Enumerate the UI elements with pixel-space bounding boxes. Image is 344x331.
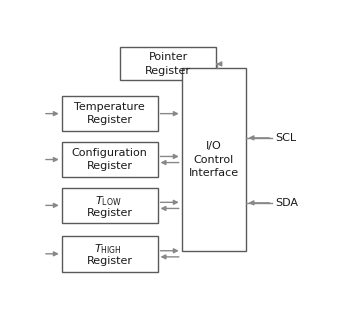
Bar <box>62 188 158 223</box>
Bar <box>120 47 216 80</box>
Bar <box>62 142 158 177</box>
Text: Pointer
Register: Pointer Register <box>145 52 191 75</box>
Text: Register: Register <box>87 208 133 217</box>
Text: I/O
Control
Interface: I/O Control Interface <box>189 141 239 178</box>
Text: SCL: SCL <box>275 133 296 143</box>
Bar <box>182 68 246 251</box>
Text: $T_{\mathregular{HIGH}}$: $T_{\mathregular{HIGH}}$ <box>94 243 122 257</box>
Bar <box>62 236 158 272</box>
Bar <box>62 96 158 131</box>
Text: SDA: SDA <box>275 198 298 208</box>
Text: Configuration
Register: Configuration Register <box>72 148 148 171</box>
Text: Register: Register <box>87 256 133 266</box>
Text: Temperature
Register: Temperature Register <box>74 102 145 125</box>
Text: $T_{\mathregular{LOW}}$: $T_{\mathregular{LOW}}$ <box>95 194 122 208</box>
